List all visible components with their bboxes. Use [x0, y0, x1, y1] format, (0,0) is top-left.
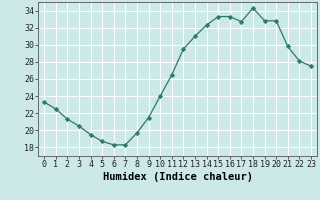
X-axis label: Humidex (Indice chaleur): Humidex (Indice chaleur) [103, 172, 252, 182]
